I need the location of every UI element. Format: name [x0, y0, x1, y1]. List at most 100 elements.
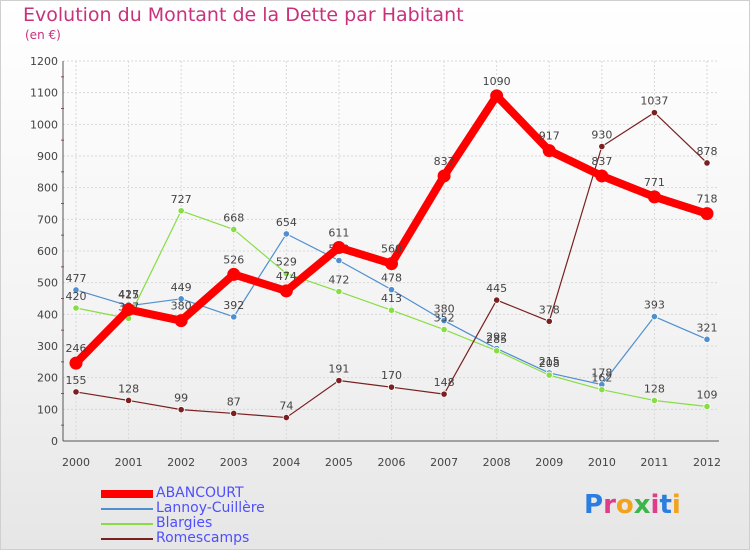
- x-tick-label: 2007: [430, 456, 458, 469]
- data-point-lannoy-cuillere: [72, 286, 80, 294]
- y-tick-label: 300: [37, 340, 58, 353]
- x-tick-label: 2006: [378, 456, 406, 469]
- data-label-lannoy-cuillere: 427: [118, 288, 139, 301]
- data-label-blargies: 208: [539, 357, 560, 370]
- legend-swatch: [101, 507, 153, 510]
- y-tick-label: 400: [37, 308, 58, 321]
- data-label-lannoy-cuillere: 477: [66, 272, 87, 285]
- data-point-lannoy-cuillere: [703, 335, 711, 343]
- data-point-abancourt: [174, 314, 188, 328]
- x-tick-label: 2004: [272, 456, 300, 469]
- data-label-blargies: 109: [697, 388, 718, 401]
- data-label-blargies: 162: [591, 372, 612, 385]
- chart-title: Evolution du Montant de la Dette par Hab…: [23, 4, 464, 26]
- y-tick-label: 1200: [30, 55, 58, 68]
- y-tick-label: 200: [37, 372, 58, 385]
- x-tick-label: 2005: [325, 456, 353, 469]
- x-tick-label: 2008: [483, 456, 511, 469]
- data-label-romescamps: 378: [539, 303, 560, 316]
- data-label-romescamps: 878: [697, 145, 718, 158]
- legend-label: Romescamps: [156, 530, 250, 546]
- data-point-romescamps: [545, 317, 553, 325]
- legend-label: Lannoy-Cuillère: [156, 500, 265, 516]
- data-point-abancourt: [279, 284, 293, 298]
- data-point-lannoy-cuillere: [650, 312, 659, 321]
- data-point-abancourt: [542, 144, 556, 158]
- data-point-romescamps: [335, 376, 343, 385]
- data-point-abancourt: [437, 169, 451, 183]
- data-point-blargies: [598, 386, 606, 394]
- data-label-lannoy-cuillere: 215: [539, 355, 560, 368]
- data-point-abancourt: [595, 169, 609, 183]
- data-point-blargies: [335, 287, 343, 296]
- data-point-abancourt: [122, 303, 136, 317]
- logo-letter: t: [659, 490, 672, 520]
- data-label-lannoy-cuillere: 292: [486, 331, 507, 344]
- data-point-romescamps: [387, 383, 396, 391]
- logo-letter: i: [650, 490, 660, 520]
- data-label-lannoy-cuillere: 449: [171, 281, 192, 294]
- legend-item: ABANCOURT: [101, 486, 265, 501]
- data-point-romescamps: [282, 413, 290, 422]
- y-tick-label: 900: [37, 150, 58, 163]
- legend-item: Romescamps: [101, 531, 265, 546]
- data-label-lannoy-cuillere: 321: [697, 321, 718, 334]
- data-label-abancourt: 474: [276, 270, 297, 283]
- data-point-blargies: [493, 347, 501, 355]
- data-point-romescamps: [124, 396, 133, 405]
- x-tick-label: 2010: [588, 456, 616, 469]
- y-tick-label: 100: [37, 403, 58, 416]
- legend-item: Blargies: [101, 516, 265, 531]
- x-tick-label: 2000: [62, 456, 90, 469]
- y-tick-label: 600: [37, 245, 58, 258]
- data-label-abancourt: 415: [118, 289, 139, 302]
- proxiti-logo: Proxiti: [584, 490, 681, 520]
- data-label-lannoy-cuillere: 380: [434, 303, 455, 316]
- data-point-lannoy-cuillere: [335, 256, 343, 265]
- data-point-romescamps: [650, 109, 659, 117]
- data-point-blargies: [650, 396, 659, 405]
- data-point-abancourt: [69, 356, 83, 370]
- data-label-romescamps: 87: [227, 395, 241, 408]
- data-label-blargies: 352: [434, 312, 455, 325]
- legend: ABANCOURT Lannoy-Cuillère Blargies Romescam…: [101, 486, 265, 546]
- logo-letter: o: [615, 490, 634, 520]
- data-label-abancourt: 560: [381, 243, 402, 256]
- data-label-abancourt: 771: [644, 176, 665, 189]
- data-label-romescamps: 170: [381, 369, 402, 382]
- data-point-romescamps: [440, 390, 448, 398]
- legend-swatch: [101, 537, 153, 540]
- data-point-blargies: [703, 402, 711, 411]
- data-label-blargies: 668: [223, 211, 244, 224]
- data-point-lannoy-cuillere: [282, 230, 290, 238]
- chart-subtitle: (en €): [25, 28, 61, 42]
- y-tick-label: 700: [37, 213, 58, 226]
- data-label-blargies: 727: [171, 193, 192, 206]
- data-point-blargies: [282, 269, 290, 278]
- y-tick-label: 0: [51, 435, 58, 448]
- data-point-blargies: [72, 304, 80, 312]
- data-label-blargies: 285: [486, 333, 507, 346]
- data-point-blargies: [545, 371, 553, 379]
- data-point-romescamps: [177, 406, 185, 414]
- x-tick-label: 2012: [693, 456, 721, 469]
- data-label-blargies: 128: [644, 382, 665, 395]
- logo-letter: r: [603, 490, 616, 520]
- legend-swatch: [101, 489, 153, 498]
- data-label-abancourt: 837: [434, 155, 455, 168]
- data-point-romescamps: [703, 159, 711, 167]
- data-label-romescamps: 128: [118, 382, 139, 395]
- data-label-blargies: 413: [381, 292, 402, 305]
- data-label-romescamps: 74: [279, 400, 293, 413]
- data-point-romescamps: [493, 296, 501, 304]
- x-tick-label: 2001: [115, 456, 143, 469]
- data-point-romescamps: [598, 142, 606, 151]
- data-label-lannoy-cuillere: 393: [644, 299, 665, 312]
- data-label-romescamps: 445: [486, 282, 507, 295]
- data-point-blargies: [387, 306, 396, 314]
- x-tick-label: 2011: [640, 456, 668, 469]
- logo-letter: x: [633, 490, 651, 520]
- data-point-blargies: [177, 207, 185, 215]
- data-point-lannoy-cuillere: [440, 317, 448, 325]
